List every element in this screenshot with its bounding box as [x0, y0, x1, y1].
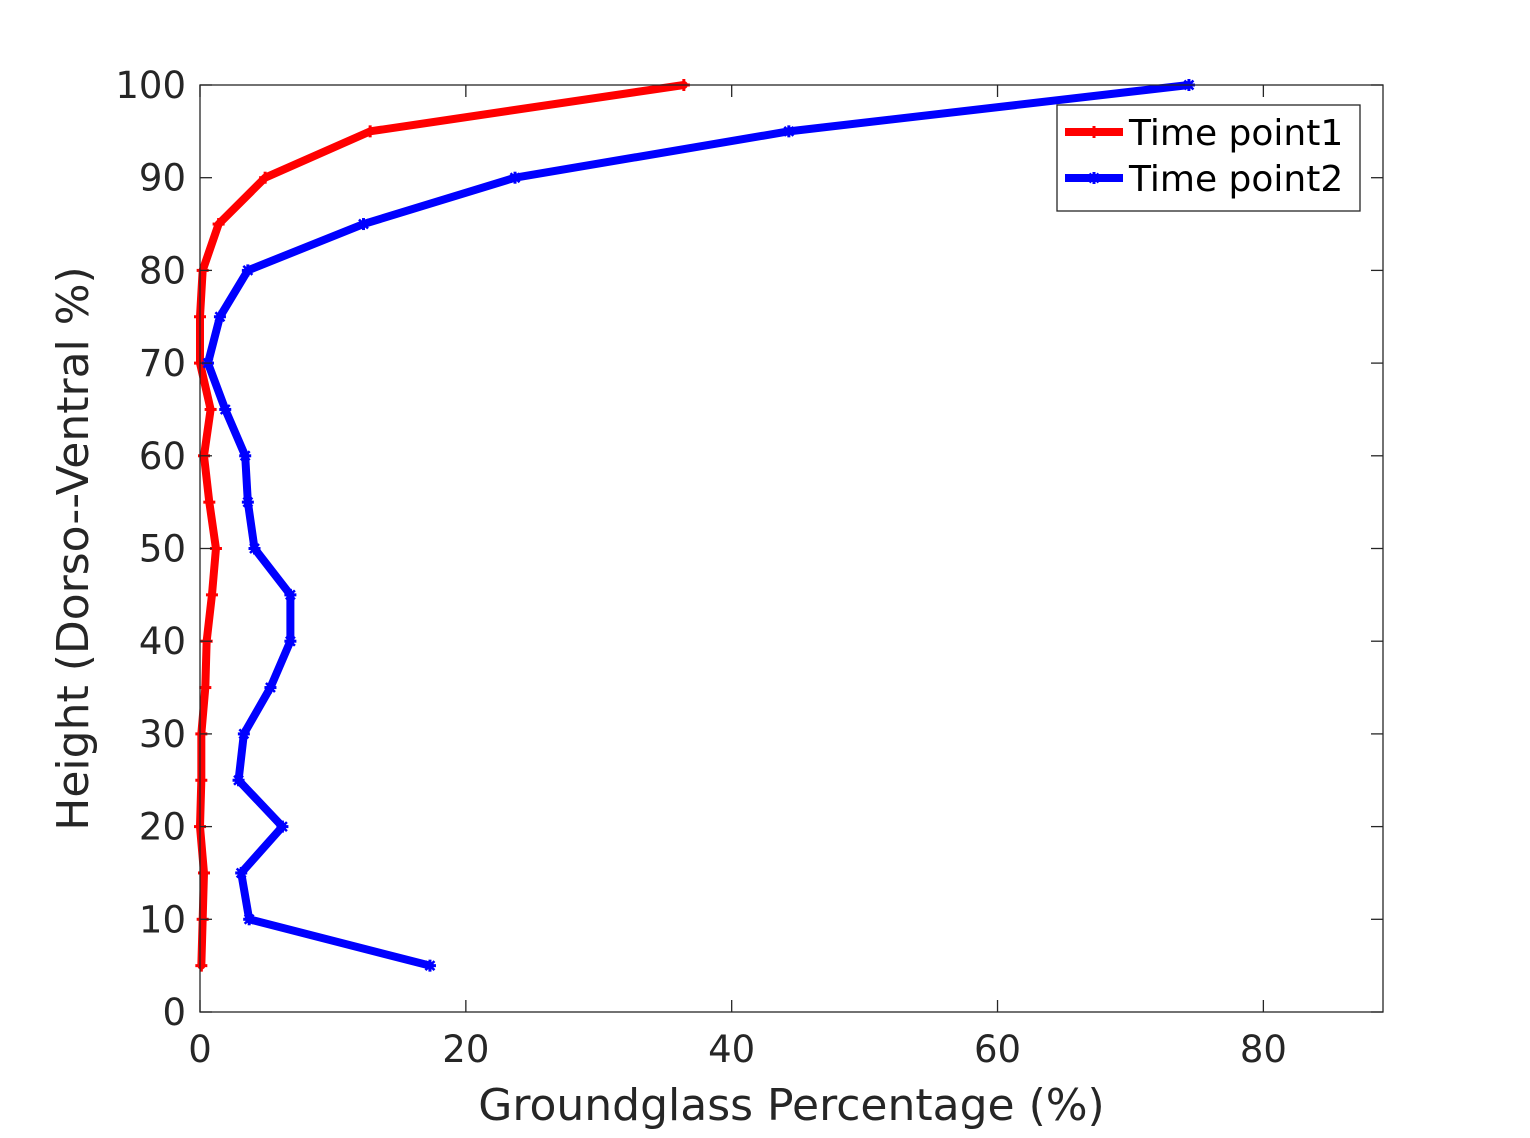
data-point — [199, 681, 212, 694]
data-point — [237, 727, 250, 740]
series-2 — [201, 79, 1195, 972]
y-tick-label: 30 — [139, 713, 186, 756]
x-tick-label: 0 — [188, 1028, 212, 1071]
series-line-2 — [203, 81, 1193, 970]
legend-marker — [1088, 126, 1100, 138]
y-tick-label: 80 — [139, 249, 186, 292]
data-point — [213, 310, 226, 323]
data-point — [241, 496, 254, 509]
data-point — [364, 125, 377, 138]
y-axis-ticks: 0 10 20 30 40 50 60 70 80 90 100 — [115, 64, 1383, 1034]
data-point — [243, 913, 256, 926]
data-point — [195, 959, 208, 972]
legend-box — [1056, 104, 1361, 212]
data-point — [212, 218, 225, 231]
data-point — [357, 218, 370, 231]
data-point — [509, 171, 522, 184]
data-point — [195, 774, 208, 787]
data-point — [232, 774, 245, 787]
x-axis-ticks: 0 20 40 60 80 — [188, 85, 1287, 1071]
y-tick-label: 60 — [139, 435, 186, 478]
legend-marker — [1088, 172, 1100, 184]
y-tick-label: 20 — [139, 806, 186, 849]
legend-item-1: Time point1 — [1065, 113, 1343, 154]
y-tick-label: 40 — [139, 620, 186, 663]
y-tick-label: 10 — [139, 898, 186, 941]
x-tick-label: 40 — [708, 1028, 755, 1071]
legend-label: Time point1 — [1128, 113, 1343, 154]
data-point — [423, 959, 436, 972]
data-point — [259, 171, 272, 184]
data-point — [782, 125, 795, 138]
x-axis-label: Groundglass Percentage (%) — [478, 1080, 1104, 1131]
y-tick-label: 50 — [139, 528, 186, 571]
data-point — [239, 449, 252, 462]
data-point — [204, 403, 217, 416]
y-tick-label: 70 — [139, 342, 186, 385]
x-tick-label: 20 — [442, 1028, 489, 1071]
y-tick-label: 0 — [162, 991, 186, 1034]
data-point — [205, 588, 218, 601]
legend-item-2: Time point2 — [1065, 159, 1343, 200]
y-tick-label: 90 — [139, 157, 186, 200]
data-point — [235, 866, 248, 879]
legend: Time point1 Time point2 — [1056, 104, 1361, 212]
data-point — [284, 635, 297, 648]
y-tick-label: 100 — [115, 64, 186, 107]
data-point — [276, 820, 289, 833]
data-point — [241, 264, 254, 277]
data-point — [203, 496, 216, 509]
data-point — [284, 588, 297, 601]
x-tick-label: 80 — [1240, 1028, 1287, 1071]
legend-label: Time point2 — [1128, 159, 1343, 200]
plot-area — [200, 85, 1383, 1012]
x-tick-label: 60 — [974, 1028, 1021, 1071]
data-point — [219, 403, 232, 416]
y-axis-label: Height (Dorso--Ventral %) — [48, 266, 99, 830]
data-point — [248, 542, 261, 555]
data-point — [264, 681, 277, 694]
